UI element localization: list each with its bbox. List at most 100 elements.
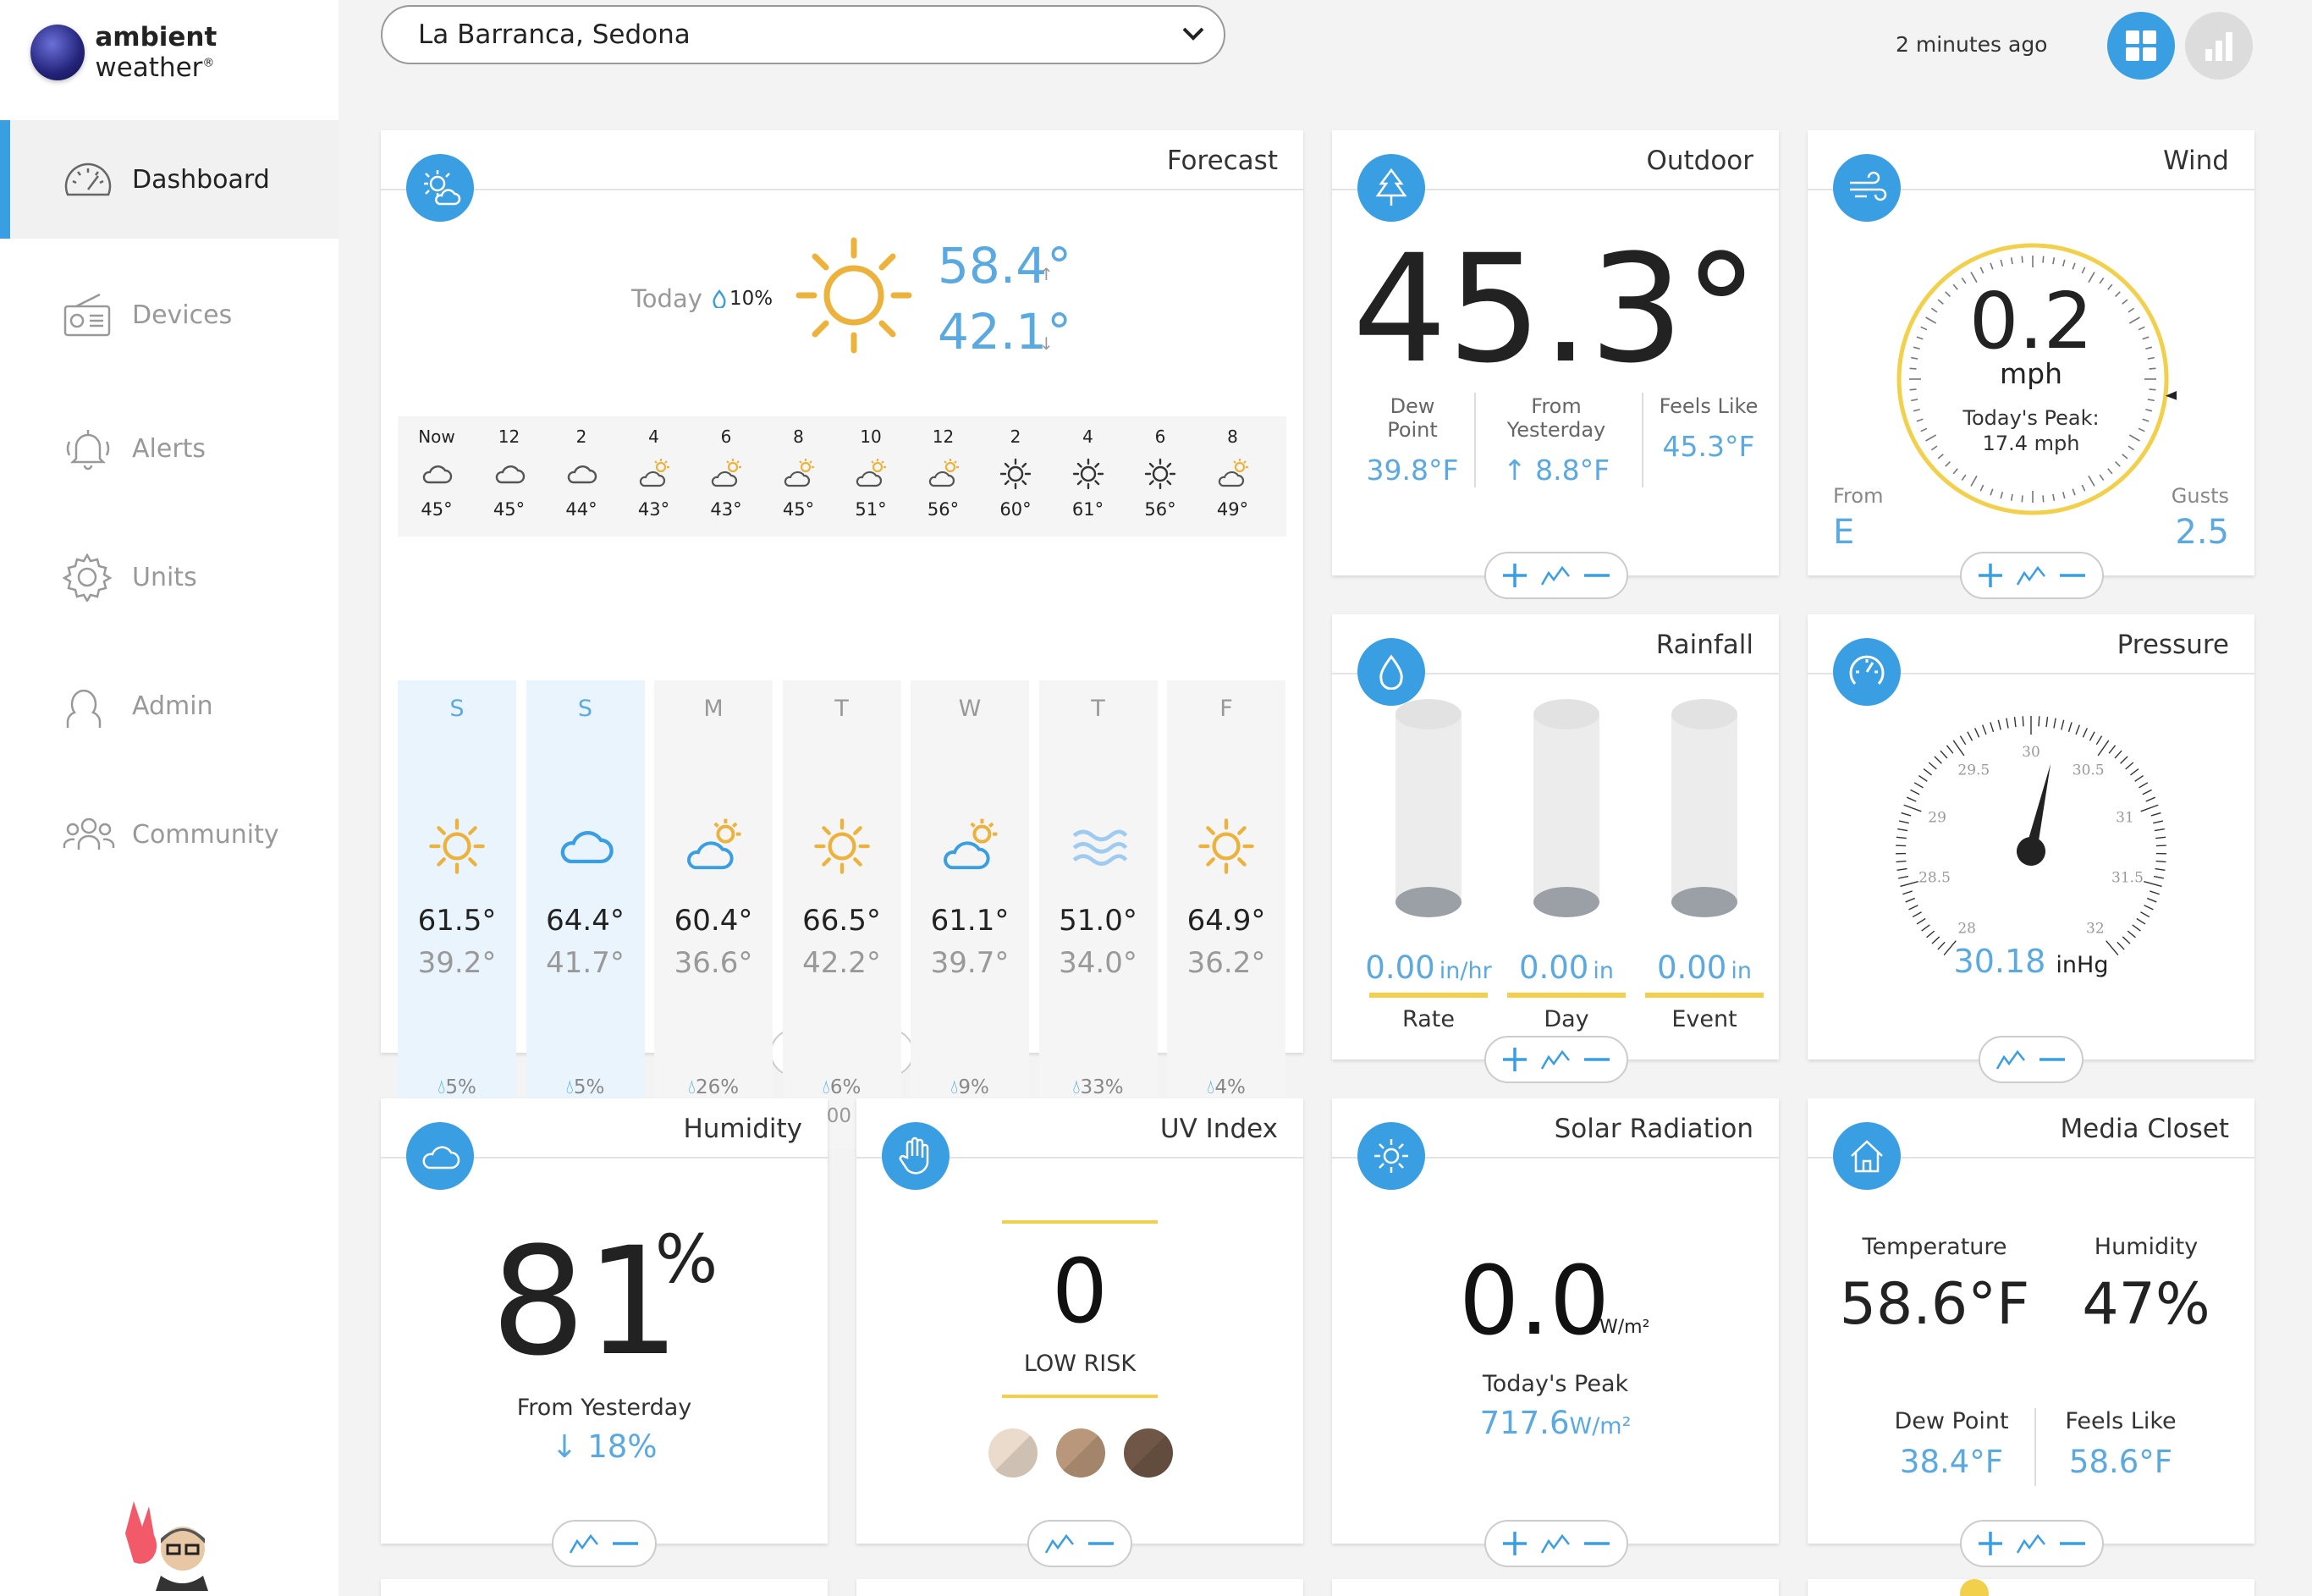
minus-icon[interactable] [1087,1539,1115,1548]
hourly-item: 10 51° [834,416,907,520]
user-avatar[interactable] [117,1500,218,1593]
day-low: 39.7° [930,946,1010,980]
card-title: UV Index [1159,1114,1278,1144]
partly-icon [782,457,816,491]
day-high: 61.5° [417,904,497,938]
hour-time: 2 [575,427,587,447]
community-icon [63,816,115,853]
plus-icon[interactable] [1501,1530,1528,1557]
pressure-tick-label: 31.5 [2111,870,2144,887]
brand-logo[interactable]: ambient weather® [30,22,339,83]
solar-card: Solar Radiation 0.0 W/m² Today's Peak 71… [1332,1098,1779,1567]
day-precip: 💧︎26% [687,1076,740,1098]
minus-icon[interactable] [2038,1055,2067,1064]
nav-item-alerts[interactable]: Alerts [0,389,339,508]
pressure-tick-label: 29 [1928,810,1946,827]
day-low: 36.2° [1186,946,1266,980]
plus-icon[interactable] [1501,562,1528,589]
day-precip: 💧︎5% [565,1076,605,1098]
hand-icon [882,1122,950,1190]
plus-icon[interactable] [1977,1530,2004,1557]
graph-view-button[interactable] [2185,12,2253,80]
card-partial [856,1579,1303,1596]
graph-icon[interactable] [1540,1533,1571,1555]
humidity-from-label: From Yesterday [516,1395,692,1421]
wind-peak-label: Today's Peak: [1962,406,2100,430]
hour-temp: 45° [421,499,453,520]
rain-label: Rate [1402,1006,1455,1032]
outdoor-temp: 45.3° [1352,223,1759,396]
minus-icon[interactable] [2058,571,2087,580]
hour-temp: 51° [855,499,887,520]
wind-peak: 17.4 mph [1982,432,2080,455]
humidity-from: ↓ 18% [551,1428,658,1465]
pressure-tick-label: 28.5 [1918,870,1951,887]
nav-item-units[interactable]: Units [0,518,339,636]
daily-item[interactable]: S 64.4° 41.7° 💧︎5% 0.00 in [526,680,645,1149]
graph-icon[interactable] [569,1533,599,1555]
graph-icon[interactable] [1044,1533,1075,1555]
graph-icon[interactable] [1540,564,1571,586]
solar-peak: 717.6W/m² [1479,1405,1632,1441]
wind-compass [1896,243,2177,515]
hour-time: 6 [1154,427,1166,447]
nav-item-community[interactable]: Community [0,775,339,894]
pressure-tick-label: 29.5 [1957,762,1990,779]
pressure-tick-label: 30.5 [2073,762,2105,779]
nav-label: Community [132,819,279,850]
skin-types [988,1428,1173,1478]
daily-item[interactable]: W 61.1° 39.7° 💧︎9% 0.00 in [911,680,1029,1149]
plus-icon[interactable] [1977,562,2004,589]
partly-icon [854,457,888,491]
graph-icon[interactable] [1540,1048,1571,1070]
hour-temp: 56° [927,499,960,520]
hour-time: 6 [720,427,732,447]
hour-time: 12 [932,427,955,447]
day-label: F [1219,696,1233,722]
card-title: Pressure [2117,630,2229,660]
closet-controls [1960,1520,2104,1567]
daily-item[interactable]: T 66.5° 42.2° 💧︎6% 0.00 in [782,680,901,1149]
raindrop-icon [1357,638,1425,706]
rain-value: 0.00 in Event [1637,949,1772,1032]
minus-icon[interactable] [2058,1539,2087,1548]
day-high: 61.1° [930,904,1010,938]
nav-item-dashboard[interactable]: Dashboard [0,120,339,239]
graph-icon[interactable] [2016,564,2046,586]
grid-view-button[interactable] [2107,12,2175,80]
daily-item[interactable]: M 60.4° 36.6° 💧︎26% 0.00 in [654,680,773,1149]
plus-icon[interactable] [1501,1046,1528,1073]
daily-item[interactable]: S 61.5° 39.2° 💧︎5% 0.00 in [398,680,516,1149]
cloud-icon [564,457,598,491]
pressure-tick-labels: 28 28.5 29 29.5 30 30.5 31 31.5 32 [1918,744,2144,937]
rain-tube [1395,699,1462,919]
location-select[interactable]: La Barranca, Sedona [381,5,1225,64]
daily-item[interactable]: F 64.9° 36.2° 💧︎4% 0.00 in [1167,680,1285,1149]
today-low: 42.1° [938,303,1072,360]
hourly-item: 6 43° [690,416,762,520]
from-yesterday: From Yesterday ↑ 8.8°F [1502,394,1610,487]
bar-chart-icon [2202,29,2236,63]
closet-feels-label: Feels Like [2065,1408,2177,1434]
daily-item[interactable]: T 51.0° 34.0° 💧︎33% 0.01 in [1038,680,1158,1149]
card-title: Humidity [683,1114,802,1144]
graph-icon[interactable] [2016,1533,2046,1555]
day-precip: 💧︎33% [1072,1076,1124,1098]
graph-icon[interactable] [1995,1048,2026,1070]
sidebar: ambient weather® Dashboard Devices Alert… [0,0,339,1596]
minus-icon[interactable] [1583,1539,1611,1548]
minus-icon[interactable] [1583,1055,1611,1064]
day-low: 34.0° [1059,946,1137,980]
nav-item-admin[interactable]: Admin [0,647,339,765]
hourly-item: 6 56° [1124,416,1197,520]
minus-icon[interactable] [611,1539,640,1548]
skin-swatch [988,1428,1038,1478]
minus-icon[interactable] [1583,571,1611,580]
arrow-down-icon: ↓ [1039,333,1054,354]
card-partial [1332,1579,1779,1596]
hour-temp: 43° [710,499,742,520]
sun-icon [1196,816,1257,877]
day-high: 64.9° [1186,904,1266,938]
nav-item-devices[interactable]: Devices [0,256,339,374]
day-label: T [1091,696,1105,722]
